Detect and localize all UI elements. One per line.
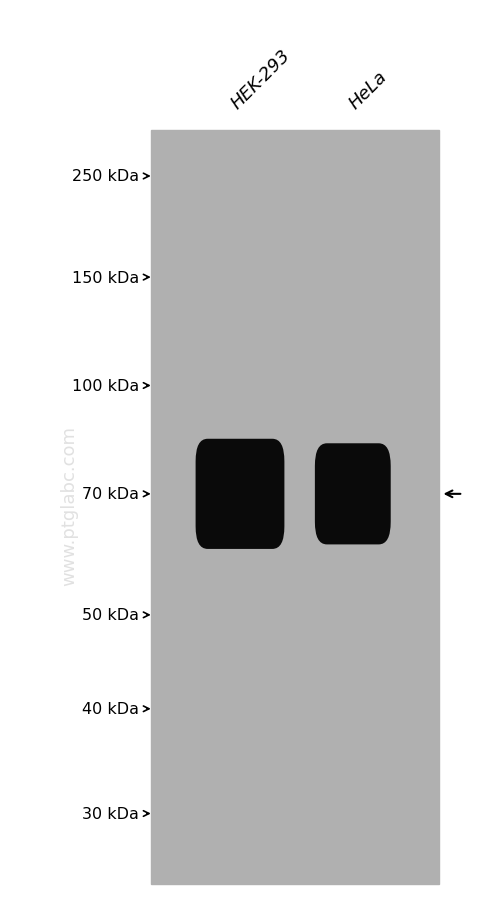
Text: HEK-293: HEK-293 bbox=[228, 46, 294, 113]
FancyBboxPatch shape bbox=[196, 439, 284, 549]
Bar bbox=[151, 131, 439, 884]
Text: www.ptglabc.com: www.ptglabc.com bbox=[60, 425, 79, 585]
Text: 250 kDa: 250 kDa bbox=[72, 170, 139, 184]
Text: HeLa: HeLa bbox=[346, 68, 391, 113]
Text: 30 kDa: 30 kDa bbox=[83, 806, 139, 821]
Text: 100 kDa: 100 kDa bbox=[72, 379, 139, 393]
Text: 70 kDa: 70 kDa bbox=[82, 487, 139, 502]
FancyBboxPatch shape bbox=[315, 444, 391, 545]
Text: 40 kDa: 40 kDa bbox=[82, 702, 139, 716]
Text: 50 kDa: 50 kDa bbox=[82, 608, 139, 622]
Text: 150 kDa: 150 kDa bbox=[72, 271, 139, 285]
